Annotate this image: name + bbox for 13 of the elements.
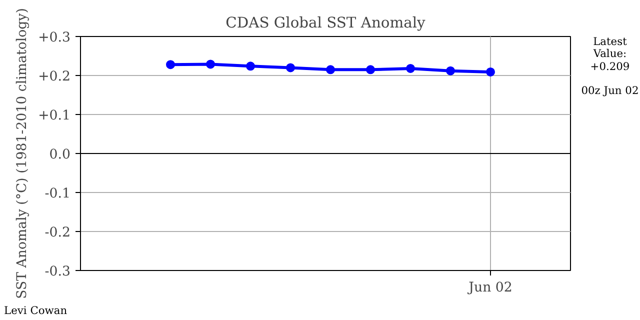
x-tick-label: Jun 02: [466, 280, 512, 296]
y-tick-label: +0.1: [38, 108, 71, 124]
y-tick-label: 0.0: [49, 148, 71, 162]
text: Latest Value: +0.209: [590, 35, 630, 73]
y-axis-title: SST Anomaly (°C) (1981-2010 climatology): [15, 8, 30, 299]
y-tick-label: +0.3: [38, 30, 71, 46]
y-tick-label: -0.2: [44, 226, 71, 240]
chart-title: CDAS Global SST Anomaly: [226, 14, 426, 32]
text: 00z Jun 02: [581, 84, 639, 98]
y-tick-label: +0.2: [38, 70, 71, 84]
y-tick-label: -0.1: [44, 186, 71, 202]
y-tick-label: -0.3: [44, 264, 71, 280]
text: Levi Cowan: [4, 303, 68, 318]
